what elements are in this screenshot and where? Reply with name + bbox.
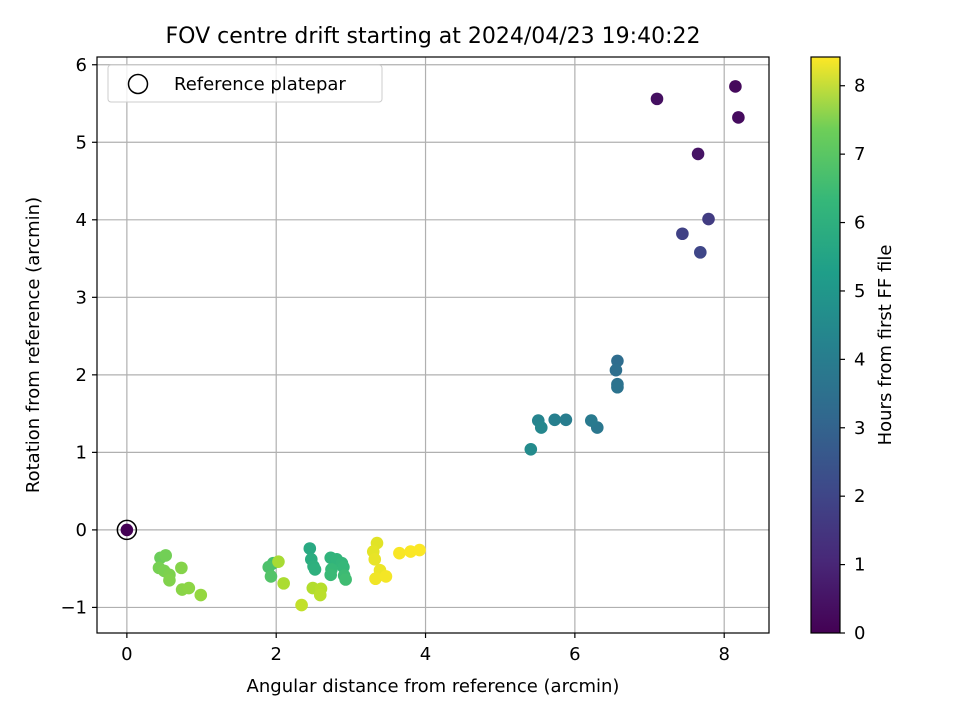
data-point xyxy=(548,413,562,427)
x-tick-label: 6 xyxy=(569,644,580,665)
y-tick-label: 0 xyxy=(76,520,87,541)
data-point xyxy=(182,581,196,595)
data-point xyxy=(609,363,623,377)
data-point xyxy=(534,421,548,434)
y-axis-ticks: −1 0 1 2 3 4 5 6 xyxy=(60,55,97,618)
data-point xyxy=(277,577,290,590)
y-tick-label: 4 xyxy=(76,210,87,231)
data-point xyxy=(413,543,426,557)
data-point xyxy=(163,573,176,587)
data-point xyxy=(159,549,172,562)
reference-circle xyxy=(116,519,138,541)
data-point xyxy=(264,570,278,583)
data-point xyxy=(313,588,327,602)
y-axis-label: Rotation from reference (arcmin) xyxy=(23,197,44,493)
legend: Reference platepar xyxy=(107,64,383,103)
colorbar-tick-label: 1 xyxy=(854,555,865,576)
colorbar-tick-label: 5 xyxy=(854,281,865,302)
data-point xyxy=(303,542,317,555)
data-point xyxy=(369,572,382,586)
data-point xyxy=(691,147,705,161)
colorbar-tick-label: 7 xyxy=(854,144,865,165)
x-tick-label: 0 xyxy=(121,644,132,665)
colorbar-label: Hours from first FF file xyxy=(875,245,896,446)
y-tick-label: 2 xyxy=(76,365,87,386)
legend-label-reference-platepar: Reference platepar xyxy=(174,74,346,95)
data-point xyxy=(175,561,188,575)
data-point xyxy=(611,380,624,394)
x-axis-label: Angular distance from reference (arcmin) xyxy=(247,676,620,697)
grid xyxy=(97,57,769,633)
x-tick-label: 8 xyxy=(718,644,729,665)
y-tick-label: 3 xyxy=(76,287,87,308)
y-tick-label: 5 xyxy=(76,132,87,153)
chart-title: FOV centre drift starting at 2024/04/23 … xyxy=(166,24,701,49)
legend-reference-marker xyxy=(127,73,149,95)
data-point xyxy=(324,568,338,582)
x-axis-ticks: 0 2 4 6 8 xyxy=(121,633,730,665)
colorbar-tick-label: 6 xyxy=(854,213,865,234)
data-point xyxy=(732,111,745,124)
data-point xyxy=(379,570,393,583)
colorbar-tick-label: 3 xyxy=(854,418,865,439)
data-point xyxy=(339,573,352,586)
data-point xyxy=(729,80,742,93)
data-point xyxy=(584,414,598,427)
data-points xyxy=(120,80,745,612)
data-point xyxy=(295,598,308,612)
y-tick-label: −1 xyxy=(60,597,87,618)
colorbar-tick-label: 0 xyxy=(854,623,865,644)
data-point xyxy=(559,413,573,427)
legend-box xyxy=(107,64,383,103)
data-point xyxy=(272,555,285,568)
colorbar-tick-label: 8 xyxy=(854,76,865,97)
colorbar-tick-label: 4 xyxy=(854,349,865,370)
y-tick-label: 6 xyxy=(76,55,87,76)
data-point xyxy=(694,246,707,259)
plot-frame xyxy=(96,56,770,634)
colorbar-tick-label: 2 xyxy=(854,486,865,507)
data-point xyxy=(393,546,406,560)
data-point xyxy=(368,553,382,566)
data-point xyxy=(676,227,689,241)
colorbar-ticks: 0 1 2 3 4 5 6 7 8 xyxy=(840,76,865,644)
colorbar: 0 1 2 3 4 5 6 7 8 Hours from first FF file xyxy=(810,56,896,644)
data-point xyxy=(308,563,322,576)
data-point xyxy=(194,588,208,602)
data-point xyxy=(524,442,538,456)
data-point xyxy=(650,92,664,106)
data-point xyxy=(120,523,134,537)
data-point xyxy=(702,212,715,226)
reference-platepar-marker xyxy=(116,519,138,541)
x-tick-label: 2 xyxy=(270,644,281,665)
x-tick-label: 4 xyxy=(420,644,431,665)
colorbar-gradient xyxy=(810,56,841,634)
y-tick-label: 1 xyxy=(76,442,87,463)
data-point xyxy=(611,354,624,368)
